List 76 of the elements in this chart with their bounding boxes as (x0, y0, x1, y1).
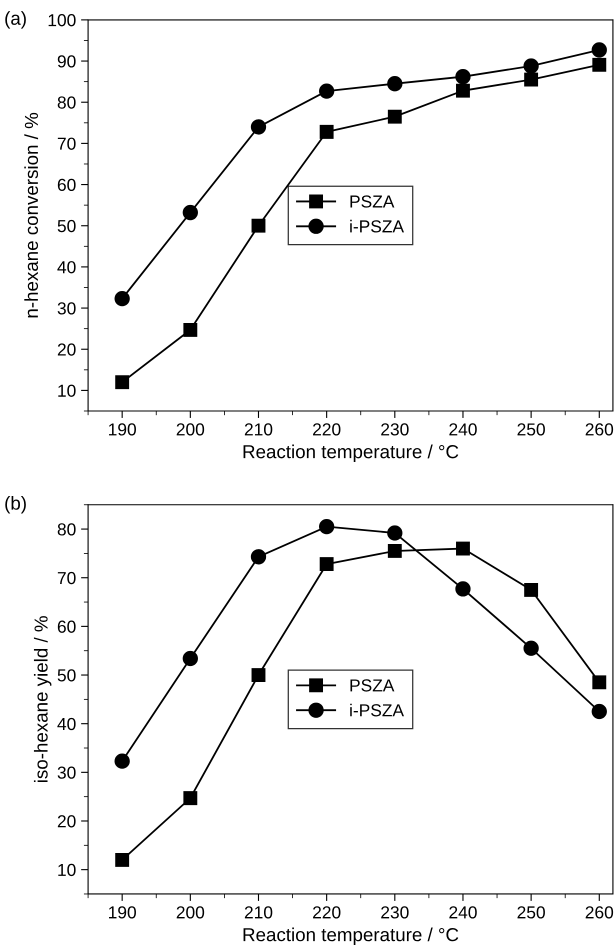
point (183, 322, 198, 337)
y-tick-label: 60 (58, 620, 76, 633)
point (182, 650, 198, 666)
y-tick-label: 90 (58, 55, 76, 68)
x-tick-label: 200 (176, 423, 204, 436)
point (115, 852, 130, 867)
y-tick-label: 50 (58, 669, 76, 682)
point (524, 582, 538, 597)
legend-label: PSZA (350, 195, 394, 208)
point (319, 519, 334, 534)
x-tick-label: 190 (109, 423, 136, 436)
x-tick-label: 220 (313, 423, 340, 436)
y-tick-label: 80 (58, 523, 76, 536)
chart-title: (b) (5, 496, 26, 514)
legend-label: i-PSZA (350, 220, 404, 233)
x-tick-label: 250 (518, 906, 545, 919)
y-tick-label: 70 (58, 138, 76, 150)
point (592, 42, 607, 58)
point (456, 84, 470, 98)
point (523, 640, 539, 656)
point (592, 675, 606, 690)
x-tick-label: 210 (244, 423, 272, 436)
x-tick-label: 220 (313, 906, 340, 919)
point (387, 525, 402, 541)
y-tick-label: 20 (58, 815, 76, 828)
point (252, 668, 266, 682)
x-tick-label: 190 (109, 906, 136, 919)
point (592, 704, 607, 720)
point (320, 124, 334, 139)
point (456, 542, 470, 556)
y-tick-label: 100 (48, 14, 76, 26)
x-axis-title: Reaction temperature / °C (244, 444, 458, 462)
x-axis-title: Reaction temperature / °C (244, 928, 458, 945)
legend-label: PSZA (350, 679, 394, 692)
y-tick-label: 60 (58, 178, 76, 192)
point (523, 58, 539, 74)
point (250, 549, 266, 564)
point (319, 83, 334, 99)
x-tick-label: 230 (381, 906, 409, 919)
point (455, 581, 471, 597)
y-tick-label: 70 (58, 572, 76, 584)
point (252, 218, 266, 233)
point (387, 76, 402, 92)
y-tick-label: 10 (58, 384, 76, 397)
y-tick-label: 50 (58, 220, 76, 232)
x-tick-label: 240 (449, 423, 477, 436)
point (388, 544, 402, 558)
point (250, 119, 266, 135)
x-tick-label: 200 (176, 906, 204, 919)
y-tick-label: 40 (57, 718, 76, 730)
x-tick-label: 250 (518, 423, 545, 436)
y-axis-title: iso-hexane yield / % (34, 616, 52, 782)
y-axis-title: n-hexane conversion / % (24, 112, 38, 318)
y-tick-label: 30 (58, 766, 76, 779)
point (183, 791, 198, 806)
y-tick-label: 30 (58, 302, 76, 315)
legend-label: i-PSZA (350, 704, 404, 716)
y-tick-label: 40 (57, 261, 76, 274)
chart-title: (a) (5, 11, 26, 29)
point (114, 290, 130, 306)
point (182, 204, 198, 220)
point (455, 69, 471, 84)
point (592, 58, 606, 72)
y-tick-label: 10 (58, 864, 76, 876)
point (115, 375, 130, 390)
x-tick-label: 210 (244, 906, 272, 919)
point (524, 72, 538, 87)
y-tick-label: 20 (58, 343, 76, 356)
point (388, 110, 402, 124)
x-tick-label: 240 (449, 906, 477, 919)
x-tick-label: 260 (586, 423, 614, 436)
y-tick-label: 80 (58, 96, 76, 109)
point (320, 557, 334, 572)
x-tick-label: 230 (381, 423, 409, 436)
x-tick-label: 260 (586, 906, 614, 919)
point (114, 754, 130, 769)
